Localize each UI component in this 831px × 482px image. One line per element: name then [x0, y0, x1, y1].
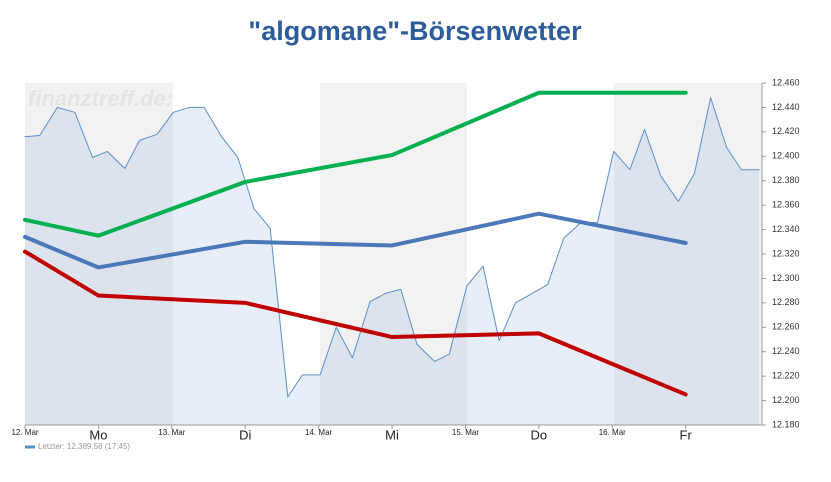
legend-label: Letzter: 12.389,58 (17:45) [38, 442, 130, 451]
y-tick-label: 12.320 [772, 248, 800, 258]
band [320, 83, 467, 425]
x-tick-label: Fr [680, 427, 693, 442]
x-tick-label: 14. Mar [305, 428, 332, 437]
line [23, 90, 688, 238]
y-tick-label: 12.240 [772, 346, 800, 356]
y-tick-label: 12.200 [772, 395, 800, 405]
band [25, 83, 173, 425]
y-tick-label: 12.260 [772, 322, 800, 332]
x-tick-label: 12. Mar [11, 428, 38, 437]
y-tick-label: 12.220 [772, 371, 800, 381]
y-tick-label: 12.380 [772, 175, 800, 185]
x-tick-label: 13. Mar [158, 428, 185, 437]
chart-title: "algomane"-Börsenwetter [248, 16, 582, 46]
y-tick-label: 12.180 [772, 419, 800, 429]
y-tick-label: 12.280 [772, 297, 800, 307]
x-tick-label: Mi [385, 427, 399, 442]
area [25, 97, 760, 426]
plot [23, 90, 760, 426]
x-tick-label: Di [239, 427, 251, 442]
x-tick-label: 15. Mar [452, 428, 479, 437]
line [23, 249, 688, 397]
x-tick-label: Do [531, 427, 548, 442]
band [614, 83, 762, 425]
y-tick-label: 12.400 [772, 151, 800, 161]
watermark: finanztreff.de: [28, 86, 173, 111]
y-tick-label: 12.460 [772, 77, 800, 87]
x-tick-label: 16. Mar [599, 428, 626, 437]
x-tick-label: Mo [89, 427, 107, 442]
y-tick-label: 12.360 [772, 200, 800, 210]
line [24, 97, 760, 398]
y-tick-label: 12.440 [772, 102, 800, 112]
y-tick-label: 12.420 [772, 126, 800, 136]
y-tick-label: 12.300 [772, 273, 800, 283]
line [23, 211, 688, 270]
y-tick-label: 12.340 [772, 224, 800, 234]
